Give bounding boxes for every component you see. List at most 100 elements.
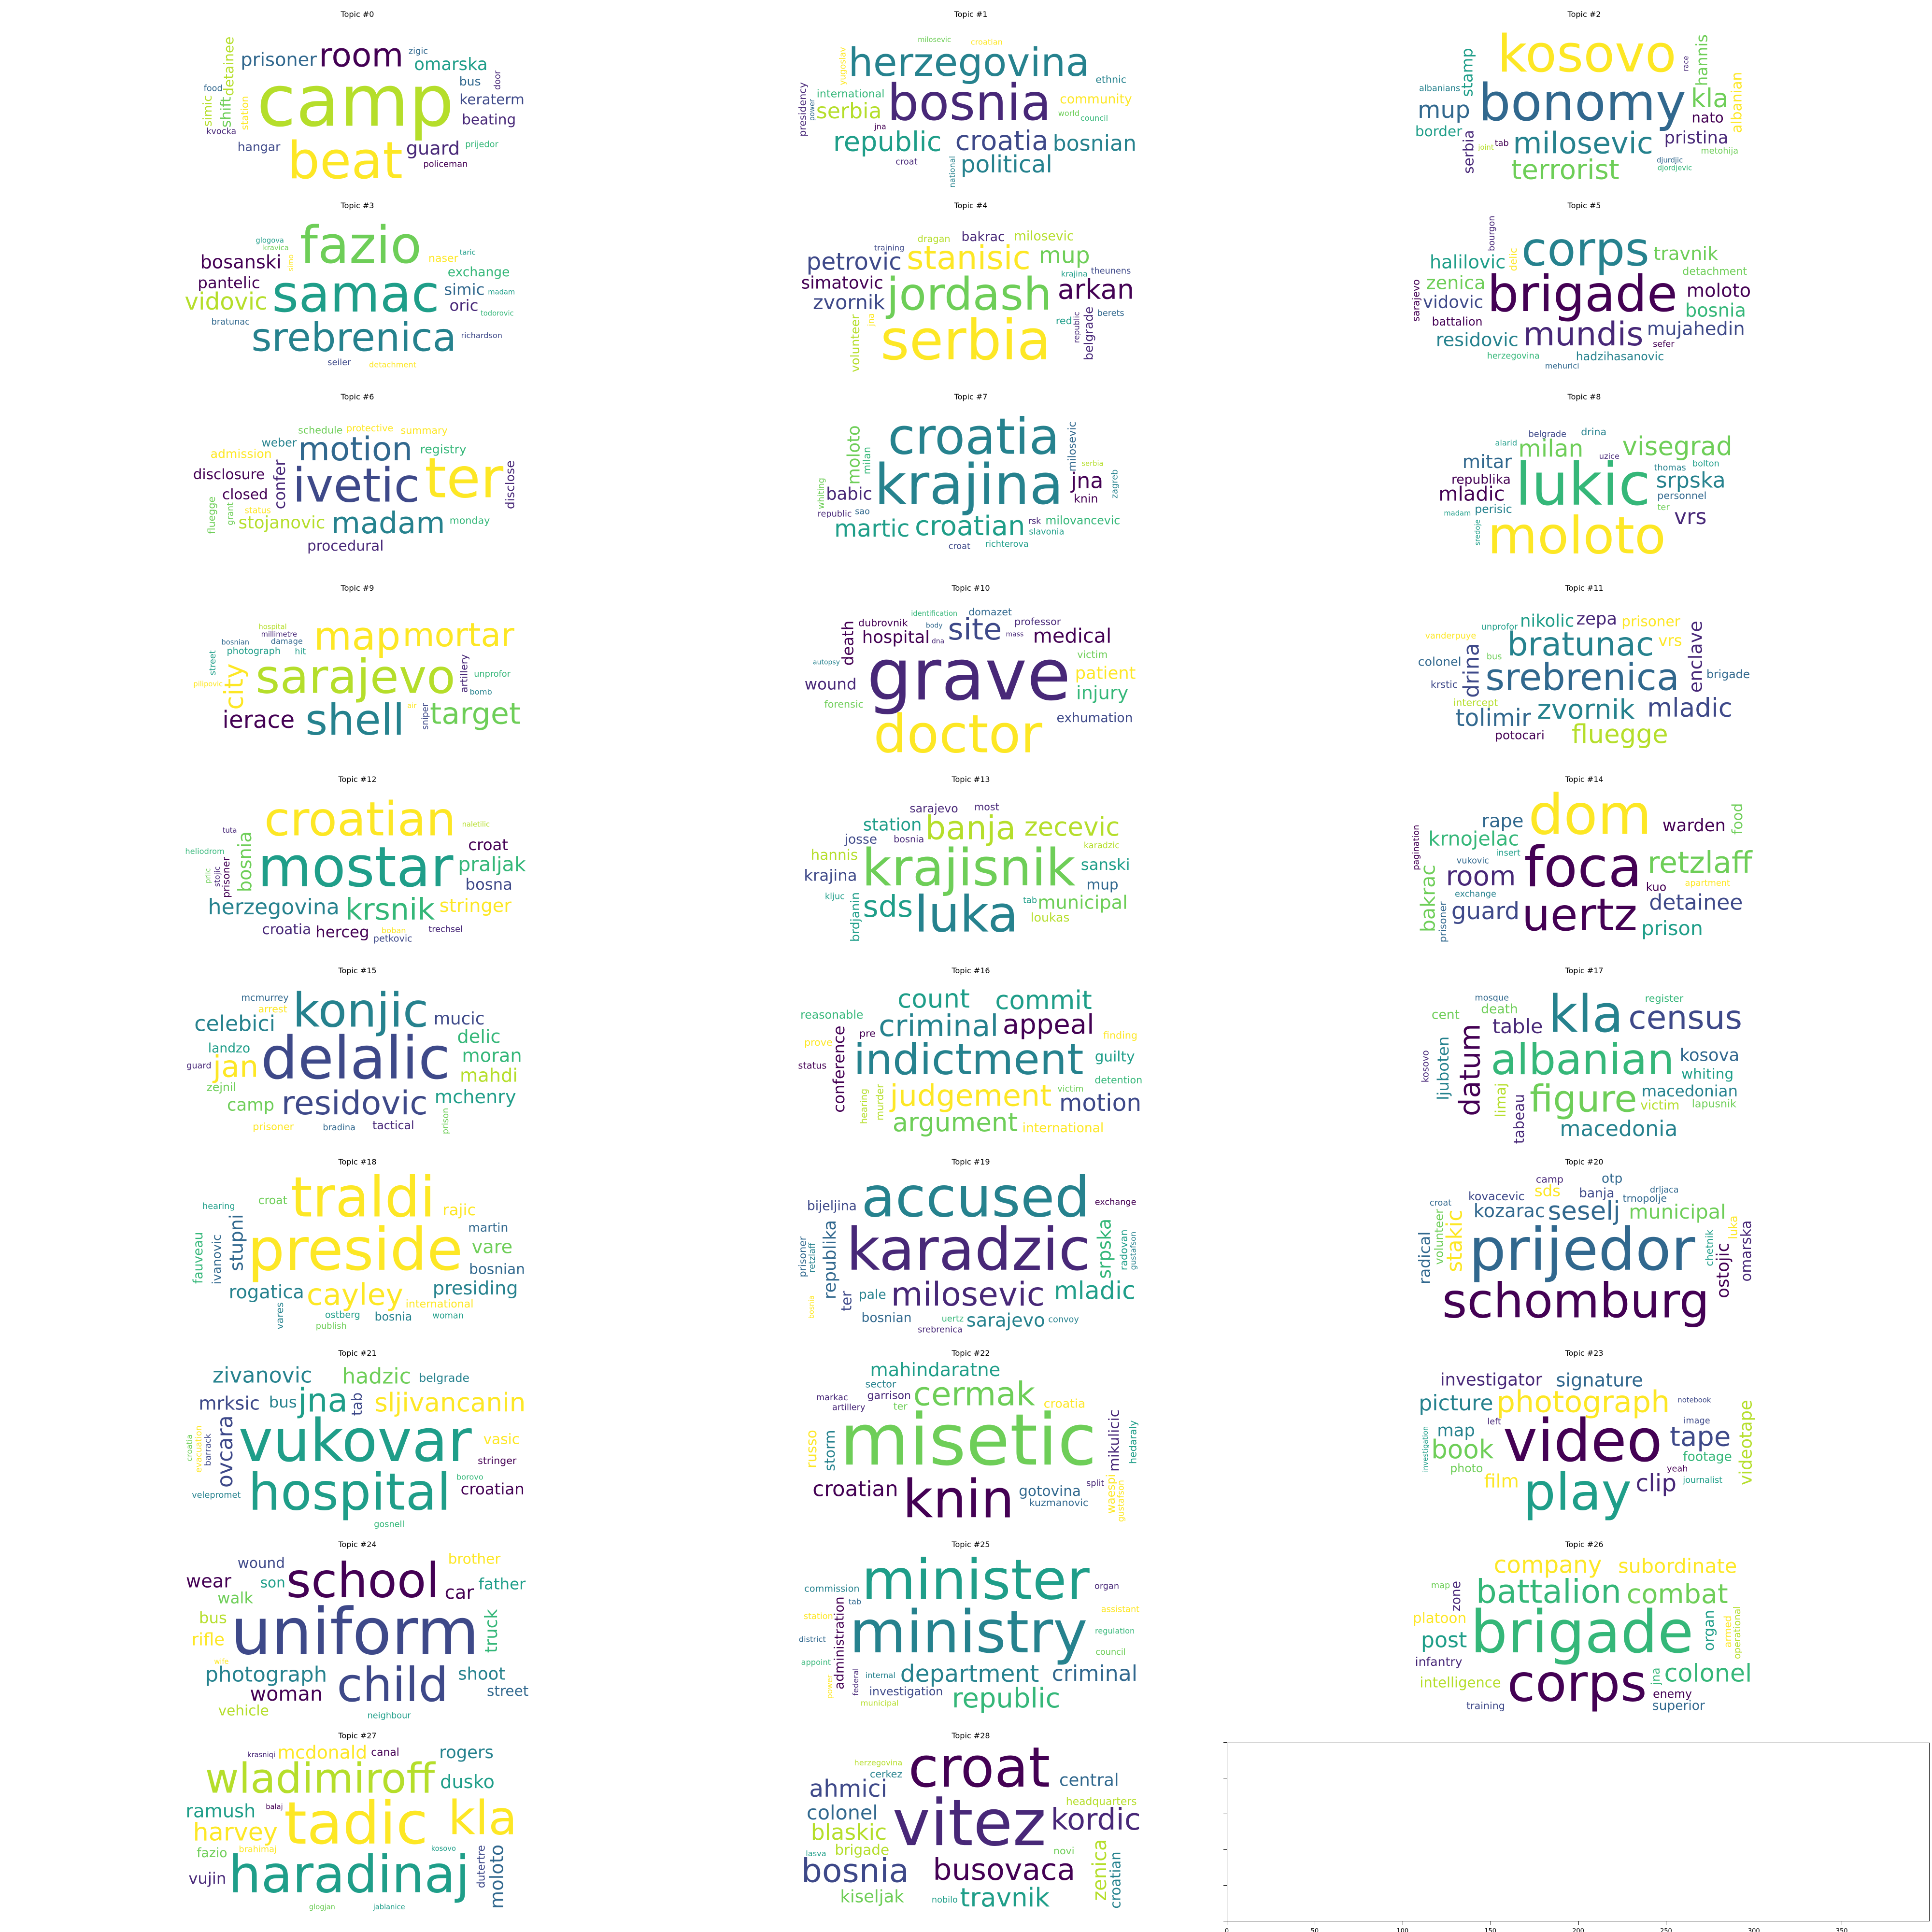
axes-frame: [1227, 1743, 1930, 1921]
cloud-word: krajina: [1061, 270, 1088, 279]
cloud-word: lukic: [1515, 451, 1650, 519]
cloud-word: kiseljak: [840, 1887, 904, 1907]
cloud-word: brigade: [835, 1842, 889, 1858]
cloud-word: weber: [262, 436, 297, 449]
cloud-word: nikolic: [1520, 611, 1574, 631]
cloud-word: croatian: [971, 37, 1003, 46]
cloud-word: shoot: [458, 1664, 505, 1684]
cloud-word: presiding: [433, 1278, 518, 1299]
cloud-word: video: [1503, 1407, 1662, 1475]
cloud-word: kljuc: [825, 892, 845, 902]
cloud-word: croatian: [915, 511, 1025, 542]
cloud-word: metohija: [1701, 146, 1738, 156]
cloud-word: motion: [1059, 1090, 1141, 1117]
cloud-word: picture: [1419, 1391, 1493, 1416]
cloud-word: mup: [1039, 242, 1090, 269]
cloud-word: volunteer: [848, 314, 862, 372]
cloud-word: signature: [1556, 1369, 1643, 1391]
cloud-word: bratunac: [1507, 625, 1654, 663]
cloud-word: simatovic: [801, 273, 883, 293]
cloud-word: mucic: [434, 1009, 485, 1029]
cloud-word: ivetic: [293, 458, 420, 512]
cloud-word: barrack: [203, 1433, 213, 1466]
cloud-word: croatia: [888, 408, 1060, 466]
cloud-word: international: [817, 88, 885, 100]
cloud-word: pristina: [1664, 128, 1729, 148]
cloud-word: croatia: [262, 921, 312, 938]
cloud-word: bus: [1487, 652, 1502, 662]
cloud-word: jna: [867, 313, 876, 327]
cloud-word: kvocka: [206, 127, 236, 137]
x-tick-label: 100: [1396, 1928, 1409, 1932]
cloud-word: republic: [1072, 312, 1081, 343]
cloud-word: borovo: [456, 1473, 483, 1482]
cloud-word: whiting: [817, 478, 826, 509]
cloud-word: otp: [1602, 1171, 1622, 1186]
cloud-word: todorovic: [481, 309, 514, 317]
cloud-word: corps: [1507, 1654, 1647, 1713]
cloud-word: petrovic: [807, 248, 902, 275]
cloud-word: albanian: [1729, 72, 1745, 133]
cloud-word: sarajevo: [966, 1310, 1045, 1332]
cloud-word: presidency: [797, 82, 809, 137]
cloud-word: vasic: [483, 1431, 520, 1447]
cloud-word: company: [1494, 1551, 1602, 1578]
cloud-word: criminal: [879, 1009, 999, 1043]
cloud-word: rape: [1481, 810, 1523, 832]
cloud-word: post: [1421, 1628, 1467, 1653]
panel-title: Topic #10: [952, 583, 990, 593]
cloud-word: stupni: [226, 1214, 248, 1271]
cloud-word: intercept: [1453, 697, 1498, 709]
cloud-word: datum: [1453, 1023, 1486, 1116]
cloud-word: milosevic: [1066, 421, 1079, 471]
cloud-word: detention: [1094, 1074, 1142, 1086]
panel-title: Topic #11: [1565, 583, 1604, 593]
cloud-word: krajina: [874, 453, 1064, 517]
cloud-word: federal: [851, 1668, 860, 1696]
cloud-word: detachment: [369, 360, 416, 369]
wordcloud-panel: Topic #3 samac srebrenica fazio vidovic bosan…: [184, 201, 531, 382]
cloud-word: registry: [420, 442, 467, 456]
cloud-word: drljaca: [1650, 1185, 1679, 1195]
cloud-word: ljuboten: [1434, 1037, 1452, 1100]
cloud-word: figure: [1530, 1078, 1637, 1121]
cloud-word: serbia: [1460, 130, 1477, 174]
cloud-word: mladic: [1647, 693, 1733, 723]
cloud-word: vitez: [893, 1786, 1047, 1861]
cloud-word: notebook: [1677, 1396, 1711, 1404]
cloud-word: central: [1059, 1770, 1119, 1790]
cloud-word: vukovar: [239, 1407, 472, 1475]
x-tick-label: 150: [1484, 1928, 1497, 1932]
wordcloud-panel: Topic #0 camp beat room prisoner guard omarska…: [184, 10, 531, 191]
cloud-word: krajisnik: [862, 838, 1076, 898]
cloud-word: croatian: [461, 1480, 525, 1498]
cloud-word: belgrade: [1529, 430, 1566, 440]
cloud-word: trnopolje: [1623, 1193, 1667, 1204]
cloud-word: bosnia: [234, 831, 256, 892]
cloud-word: pale: [859, 1287, 886, 1302]
cloud-word: bus: [269, 1393, 297, 1411]
cloud-word: body: [926, 622, 943, 630]
cloud-word: sredoje: [1474, 519, 1482, 545]
cloud-word: radovan: [1118, 1229, 1129, 1270]
cloud-word: hannis: [1692, 34, 1711, 86]
cloud-word: russo: [803, 1430, 820, 1468]
cloud-word: vare: [472, 1236, 513, 1258]
cloud-word: videotape: [1736, 1400, 1756, 1485]
cloud-word: velepromet: [192, 1491, 241, 1500]
cloud-word: serbia: [881, 308, 1051, 373]
cloud-word: combat: [1627, 1578, 1728, 1610]
cloud-word: storm: [822, 1430, 838, 1471]
cloud-word: pantelic: [198, 274, 260, 292]
cloud-word: trechsel: [428, 924, 463, 934]
cloud-word: rsk: [1028, 517, 1041, 526]
panel-title: Topic #2: [1567, 10, 1601, 19]
panel-title: Topic #19: [952, 1157, 990, 1166]
cloud-word: banja: [1579, 1186, 1614, 1201]
cloud-word: bosnian: [221, 639, 249, 647]
cloud-word: mcmurrey: [241, 992, 288, 1003]
